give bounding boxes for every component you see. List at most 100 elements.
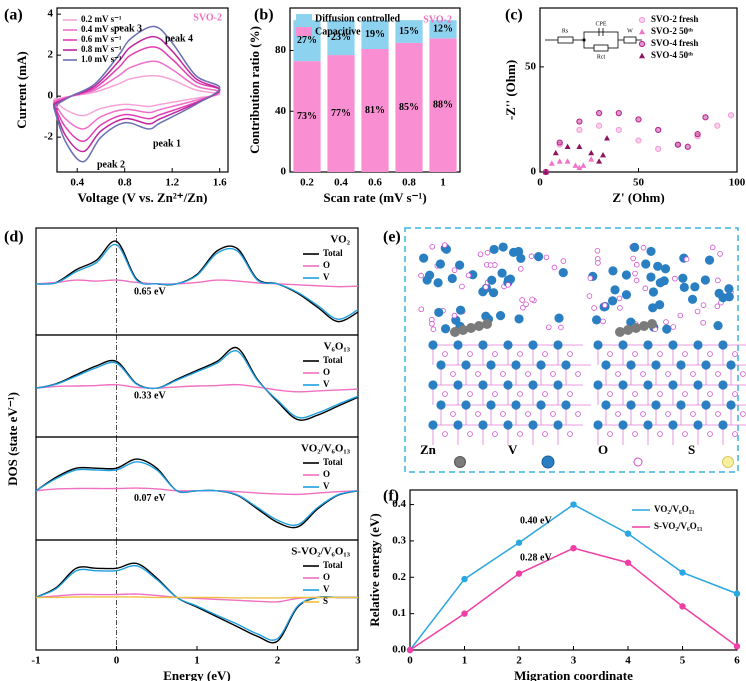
dos-line <box>35 383 359 393</box>
panel-label: (a) <box>4 7 23 24</box>
o-atom <box>670 324 677 330</box>
x-tick-label: 0 <box>537 177 543 189</box>
o-atom <box>505 282 511 288</box>
legend-label: V <box>323 379 330 389</box>
o-atom <box>450 411 456 417</box>
o-atom <box>632 391 638 397</box>
circuit-node <box>582 38 586 42</box>
v-atom <box>434 307 444 318</box>
y-axis-label: -Z'' (Ohm) <box>503 60 518 120</box>
o-atom <box>545 324 552 331</box>
point <box>461 575 468 583</box>
y-tick-label: 50 <box>525 60 537 72</box>
point <box>588 149 595 156</box>
panel-label: (f) <box>383 488 399 505</box>
o-atom <box>430 326 437 332</box>
circuit-label: Rct <box>597 54 606 60</box>
o-atom <box>682 351 688 357</box>
o-atom <box>616 295 623 302</box>
point <box>679 569 686 576</box>
v-atom <box>419 253 429 263</box>
zn-atom <box>631 323 641 333</box>
v-atom <box>648 287 659 297</box>
point <box>684 143 691 150</box>
annotation: 0.40 eV <box>520 515 552 526</box>
value-label: 27% <box>297 35 317 46</box>
o-atom <box>542 351 548 357</box>
bar-segment <box>293 61 321 172</box>
panel-title: S-VO₂/V₆O₁₃ <box>291 546 351 558</box>
legend-label: Total <box>323 560 343 570</box>
v-atom <box>511 360 521 370</box>
point <box>674 141 682 148</box>
o-atom <box>657 431 663 437</box>
circuit-resistor <box>593 44 609 52</box>
plot-frame <box>56 7 229 173</box>
y-tick-label: 0.4 <box>392 498 406 510</box>
v-atom <box>509 247 519 257</box>
bar-segment <box>429 20 457 39</box>
bar-segment <box>327 55 355 172</box>
v-atom <box>436 400 446 410</box>
o-atom <box>500 411 506 417</box>
legend-swatch <box>639 52 645 59</box>
v-atom <box>440 324 451 334</box>
point <box>733 643 741 650</box>
o-atom <box>500 371 506 377</box>
x-tick-label: 0.8 <box>118 177 132 189</box>
point <box>702 114 709 121</box>
v-atom <box>561 360 571 370</box>
value-label: 19% <box>365 29 385 40</box>
x-axis-label: Migration coordinate <box>514 668 633 681</box>
o-atom <box>429 320 435 327</box>
v-atom <box>503 420 513 430</box>
panel-title: V₆O₁₃ <box>324 341 351 353</box>
v-atom <box>648 303 658 313</box>
x-tick-label: 3 <box>571 655 577 667</box>
legend-label: Zn <box>420 442 437 457</box>
point <box>733 590 741 597</box>
point <box>542 168 549 175</box>
o-atom <box>607 431 613 437</box>
v-atom <box>601 360 611 370</box>
v-atom <box>425 270 435 280</box>
o-atom <box>487 262 494 268</box>
value-label: 23% <box>331 32 351 43</box>
zn-atom <box>647 319 657 329</box>
v-atom <box>678 273 688 283</box>
gap-label: 0.65 eV <box>134 286 166 297</box>
value-label: 12% <box>433 24 453 35</box>
legend-label: O <box>323 260 330 270</box>
v-atom <box>503 380 513 390</box>
o-atom <box>682 391 688 397</box>
point <box>556 139 563 146</box>
o-atom <box>663 319 669 325</box>
panel-label: (d) <box>4 229 24 246</box>
o-atom <box>700 302 707 308</box>
v-atom <box>561 400 571 410</box>
o-atom <box>600 318 606 325</box>
v-atom <box>498 242 508 252</box>
dos-line <box>35 349 359 419</box>
legend-swatch <box>639 28 645 35</box>
o-atom <box>715 277 721 284</box>
o-atom <box>677 312 684 319</box>
v-atom <box>607 296 618 306</box>
v-atom <box>436 360 446 370</box>
o-atom <box>550 371 556 377</box>
series-line <box>52 74 221 117</box>
o-atom <box>640 244 647 251</box>
legend-swatch <box>633 457 643 467</box>
x-tick-label: 3 <box>355 655 361 667</box>
v-atom <box>497 268 507 278</box>
v-atom <box>553 380 563 390</box>
legend-label: O <box>323 367 330 377</box>
o-atom <box>517 431 523 437</box>
o-atom <box>529 296 535 303</box>
x-axis-label: Energy (eV) <box>163 668 231 681</box>
o-atom <box>567 351 573 357</box>
legend-label: SVO-2 50ᵗʰ <box>651 26 693 36</box>
o-atom <box>418 306 425 313</box>
point <box>624 530 632 537</box>
point <box>635 116 642 123</box>
